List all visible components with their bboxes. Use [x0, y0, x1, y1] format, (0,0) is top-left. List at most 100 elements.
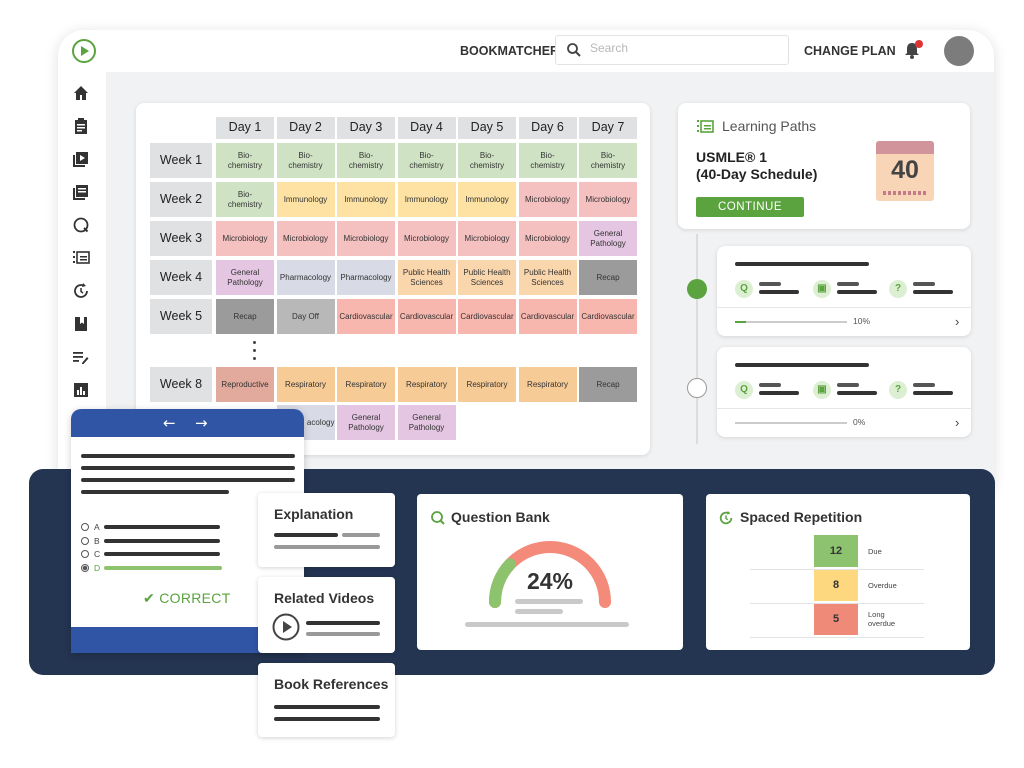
schedule-cell[interactable]: Immunology [276, 182, 335, 217]
related-videos-title: Related Videos [274, 590, 375, 606]
path-item-card[interactable]: Q ▣ ? 0% › [717, 347, 971, 437]
spaced-repetition-title: Spaced Repetition [740, 509, 863, 525]
week-label: Week 5 [150, 299, 212, 334]
video-icon: ▣ [813, 381, 831, 399]
schedule-cell[interactable]: Public Health Sciences [518, 260, 577, 295]
check-icon: ✔ [143, 590, 156, 606]
schedule-cell[interactable]: Microbiology [518, 221, 577, 256]
schedule-cell[interactable]: Bio- chemistry [397, 143, 456, 178]
schedule-cell[interactable]: General Pathology [579, 221, 637, 256]
answer-option[interactable]: C [81, 549, 220, 559]
schedule-cell[interactable]: Cardiovascular [518, 299, 577, 334]
help-icon: ? [889, 381, 907, 399]
radio-button[interactable] [81, 536, 89, 545]
schedule-cell[interactable]: Respiratory [337, 367, 395, 402]
schedule-cell[interactable]: Microbiology [458, 221, 516, 256]
schedule-cell[interactable]: Pharmacology [337, 260, 395, 295]
learning-paths-card: Learning Paths USMLE® 1 (40-Day Schedule… [678, 103, 970, 229]
schedule-cell[interactable]: Respiratory [276, 367, 335, 402]
chevron-right-icon[interactable]: › [955, 314, 960, 329]
search-box[interactable] [555, 35, 789, 65]
schedule-cell[interactable]: Cardiovascular [337, 299, 395, 334]
spaced-repetition-icon[interactable] [72, 282, 90, 300]
bookmark-icon[interactable] [72, 315, 90, 333]
radio-button[interactable] [81, 550, 89, 558]
schedule-cell[interactable]: Day Off [276, 299, 335, 334]
progress-label: 0% [853, 417, 866, 427]
schedule-cell[interactable]: Bio- chemistry [337, 143, 395, 178]
schedule-cell[interactable]: Microbiology [518, 182, 577, 217]
related-videos-card[interactable]: Related Videos [258, 577, 395, 653]
schedule-cell[interactable]: Cardiovascular [579, 299, 637, 334]
book-references-card[interactable]: Book References [258, 663, 395, 737]
arrow-right-icon[interactable]: → [195, 414, 208, 432]
search-input[interactable] [590, 41, 780, 55]
schedule-cell[interactable]: Pharmacology [276, 260, 335, 295]
bookmatcher-link[interactable]: BOOKMATCHER [460, 44, 560, 58]
more-weeks-indicator [253, 341, 257, 365]
schedule-cell[interactable]: Recap [216, 299, 274, 334]
change-plan-link[interactable]: CHANGE PLAN [804, 44, 896, 58]
chevron-right-icon[interactable]: › [955, 415, 960, 430]
radio-button[interactable] [81, 563, 89, 572]
radio-button[interactable] [81, 523, 89, 531]
schedule-cell[interactable]: Respiratory [458, 367, 516, 402]
notes-icon[interactable] [72, 117, 90, 135]
day-header: Day 4 [397, 117, 456, 139]
library-icon[interactable] [72, 183, 90, 201]
schedule-cell[interactable]: General Pathology [337, 405, 395, 440]
schedule-cell[interactable]: Bio- chemistry [518, 143, 577, 178]
schedule-cell[interactable]: Microbiology [337, 221, 395, 256]
spaced-repetition-card: Spaced Repetition 12 Due 8 Overdue 5 Long ove… [706, 494, 970, 650]
schedule-cell[interactable]: Bio- chemistry [216, 143, 274, 178]
option-text [104, 538, 220, 543]
schedule-cell[interactable]: Reproductive [216, 367, 274, 402]
continue-button[interactable]: CONTINUE [696, 197, 804, 217]
schedule-cell[interactable]: Immunology [397, 182, 456, 217]
schedule-cell[interactable]: Microbiology [579, 182, 637, 217]
week-label: Week 1 [150, 143, 212, 178]
progress-bar [735, 321, 847, 323]
schedule-cell[interactable]: Microbiology [397, 221, 456, 256]
logo-icon[interactable] [72, 39, 96, 63]
schedule-cell[interactable]: General Pathology [397, 405, 456, 440]
schedule-cell[interactable]: Public Health Sciences [397, 260, 456, 295]
question-icon[interactable] [72, 216, 90, 234]
arrow-left-icon[interactable]: ← [163, 414, 176, 432]
answer-option[interactable]: D [81, 563, 222, 573]
day-header: Day 5 [458, 117, 516, 139]
schedule-cell[interactable]: Bio- chemistry [458, 143, 516, 178]
schedule-cell[interactable]: Immunology [458, 182, 516, 217]
calendar-icon: 40 [876, 141, 934, 201]
divider [750, 637, 924, 638]
edit-list-icon[interactable] [72, 348, 90, 366]
learning-paths-title: Learning Paths [722, 118, 817, 134]
play-icon[interactable] [272, 613, 300, 641]
schedule-cell[interactable]: Microbiology [276, 221, 335, 256]
schedule-cell[interactable]: Bio- chemistry [216, 182, 274, 217]
avatar[interactable] [944, 36, 974, 66]
home-icon[interactable] [72, 84, 90, 102]
sr-count: 12 [814, 535, 858, 567]
path-item-card[interactable]: Q ▣ ? 10% › [717, 246, 971, 336]
answer-option[interactable]: B [81, 536, 220, 546]
video-icon[interactable] [72, 150, 90, 168]
week-label: Week 3 [150, 221, 212, 256]
learning-paths-icon[interactable] [72, 249, 90, 267]
schedule-cell[interactable]: Cardiovascular [397, 299, 456, 334]
schedule-cell[interactable]: Bio- chemistry [579, 143, 637, 178]
schedule-cell[interactable]: Respiratory [397, 367, 456, 402]
schedule-cell[interactable]: Immunology [337, 182, 395, 217]
chart-icon[interactable] [72, 381, 90, 399]
answer-option[interactable]: A [81, 522, 220, 532]
explanation-card[interactable]: Explanation [258, 493, 395, 567]
schedule-cell[interactable]: Bio- chemistry [276, 143, 335, 178]
schedule-cell[interactable]: Recap [579, 367, 637, 402]
schedule-cell[interactable]: Microbiology [216, 221, 274, 256]
schedule-cell[interactable]: Cardiovascular [458, 299, 516, 334]
schedule-cell[interactable]: Respiratory [518, 367, 577, 402]
schedule-cell[interactable]: Recap [579, 260, 637, 295]
schedule-cell[interactable]: Public Health Sciences [458, 260, 516, 295]
schedule-cell[interactable]: General Pathology [216, 260, 274, 295]
